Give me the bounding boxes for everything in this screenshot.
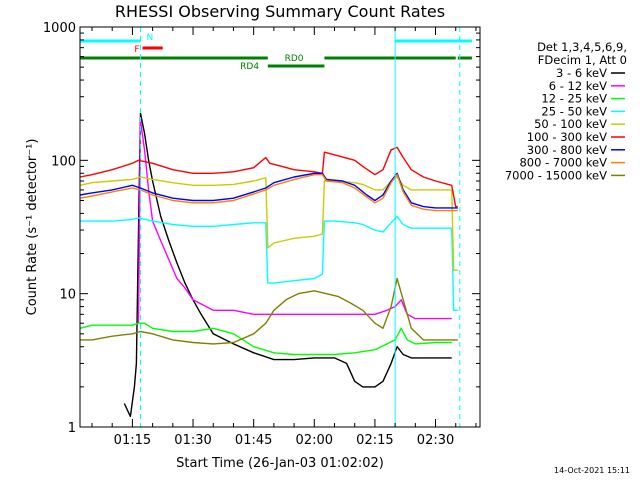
x-tick-label: 01:45 [235,433,272,448]
series-line [80,277,458,345]
x-tick-label: 02:00 [296,433,333,448]
legend-entry-label: 800 - 7000 keV [519,156,607,170]
x-axis-label: Start Time (26-Jan-03 01:02:02) [176,456,384,471]
flag-bar-label: RD0 [285,54,304,64]
y-axis-label: Count Rate (s⁻¹ detector⁻¹) [25,139,40,316]
x-tick-label: 01:30 [174,433,211,448]
vertical-markers [139,27,461,427]
x-tick-label: 02:30 [417,433,454,448]
x-tick-label: 02:15 [356,433,393,448]
footer-timestamp: 14-Oct-2021 15:11 [554,466,630,475]
legend-entry-label: 300 - 800 keV [527,143,607,157]
series-line [79,172,458,209]
y-tick-label: 100 [51,154,76,169]
series-line [79,176,458,271]
flag-bar-label: F [134,45,139,55]
series-line [79,146,458,208]
legend-entry-label: 7000 - 15000 keV [505,168,607,182]
legend-header: Det 1,3,4,5,6,9, [537,40,627,54]
legend-header: FDecim 1, Att 0 [538,53,627,67]
series-line [79,322,452,356]
flag-bars: NF RD0 RD4 [80,33,472,72]
y-tick-label: 1000 [43,21,76,36]
plot-frame [79,26,481,428]
flag-bar-label: RD4 [240,62,259,72]
flag-bar-label: N [146,33,153,43]
series-line [79,174,458,212]
legend-entry-label: 100 - 300 keV [527,130,607,144]
series-line [123,112,452,418]
series-lines [79,112,458,418]
series-line [137,119,452,324]
axes: 1 10 100 1000 01:15 01:30 01:45 02:00 02:15 02:30 [43,21,480,448]
legend-entry-label: 12 - 25 keV [541,92,607,106]
series-line [80,215,458,311]
legend-entry-label: 50 - 100 keV [534,117,607,131]
legend-entry-label: 3 - 6 keV [556,66,607,80]
y-tick-label: 1 [68,421,76,436]
chart-title: RHESSI Observing Summary Count Rates [115,2,445,21]
legend-entry-label: 25 - 50 keV [541,104,607,118]
y-tick-label: 10 [59,288,76,303]
legend: Det 1,3,4,5,6,9,FDecim 1, Att 03 - 6 keV… [505,40,627,182]
x-tick-label: 01:15 [114,433,151,448]
legend-entry-label: 6 - 12 keV [549,79,607,93]
